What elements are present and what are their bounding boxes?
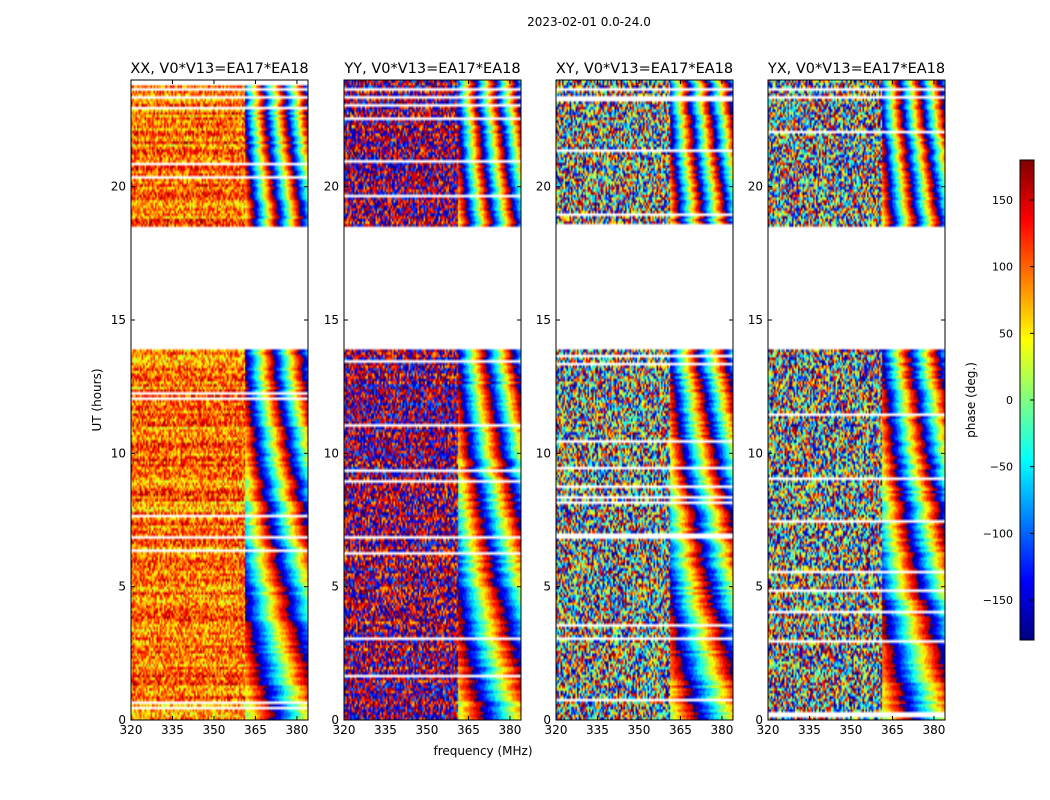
x-tick-label: 350: [840, 723, 863, 737]
x-tick-label: 320: [545, 723, 568, 737]
x-tick-label: 350: [628, 723, 651, 737]
panel-yx: YX, V0*V13=EA17*EA18 320 335 350 365 380 0 5 10 1…: [748, 61, 946, 737]
x-tick-label: 350: [203, 723, 226, 737]
x-tick-label: 335: [586, 723, 609, 737]
panel-title: XY, V0*V13=EA17*EA18: [556, 61, 733, 77]
panel-frame: [767, 79, 946, 721]
y-tick-label: 0: [118, 713, 126, 727]
y-tick-label: 0: [755, 713, 763, 727]
x-tick-label: 365: [881, 723, 904, 737]
colorbar-tick-label: −50: [990, 461, 1013, 474]
phase-heatmap: [768, 80, 945, 720]
y-tick-label: 10: [748, 446, 763, 460]
colorbar: 150 100 50 0 −50 −100 −150 phase (deg.): [964, 159, 1035, 641]
x-tick-label: 380: [710, 723, 733, 737]
y-tick-label: 10: [324, 446, 339, 460]
x-tick-label: 380: [285, 723, 308, 737]
panel-frame: [130, 79, 309, 721]
x-tick-label: 350: [416, 723, 439, 737]
colorbar-tick-label: 150: [992, 194, 1013, 207]
panel-title: YX, V0*V13=EA17*EA18: [767, 61, 945, 77]
y-tick-label: 5: [543, 580, 551, 594]
x-tick-label: 335: [374, 723, 397, 737]
x-tick-label: 335: [161, 723, 184, 737]
x-axis-label: frequency (MHz): [433, 744, 532, 758]
phase-heatmap: [344, 80, 521, 720]
y-tick-label: 0: [331, 713, 339, 727]
colorbar-tick-label: −150: [983, 594, 1013, 607]
colorbar-tick-label: 50: [999, 327, 1013, 340]
x-tick-label: 380: [922, 723, 945, 737]
y-tick-label: 10: [536, 446, 551, 460]
x-tick-label: 320: [120, 723, 143, 737]
panel-frame: [343, 79, 522, 721]
y-tick-label: 5: [118, 580, 126, 594]
y-tick-label: 5: [755, 580, 763, 594]
phase-heatmap: [131, 80, 308, 720]
panel-yy: YY, V0*V13=EA17*EA18 320 335 350 365 380 0 5 10 1…: [324, 61, 522, 737]
x-tick-label: 365: [457, 723, 480, 737]
colorbar-tick-label: 100: [992, 261, 1013, 274]
phase-heatmap: [556, 80, 733, 720]
colorbar-label: phase (deg.): [964, 362, 978, 438]
panel-xx: XX, V0*V13=EA17*EA18 320 335 350 365 380 0 5 10 1…: [111, 61, 309, 737]
x-tick-label: 365: [244, 723, 267, 737]
y-tick-label: 15: [748, 313, 763, 327]
y-tick-label: 20: [748, 180, 763, 194]
y-tick-label: 15: [324, 313, 339, 327]
x-tick-label: 380: [498, 723, 521, 737]
y-tick-label: 15: [111, 313, 126, 327]
x-tick-label: 320: [333, 723, 356, 737]
x-tick-label: 320: [757, 723, 780, 737]
panel-title: YY, V0*V13=EA17*EA18: [343, 61, 520, 77]
x-tick-label: 365: [669, 723, 692, 737]
x-tick-label: 335: [798, 723, 821, 737]
figure-suptitle: 2023-02-01 0.0-24.0: [527, 15, 651, 29]
colorbar-ticks: 150 100 50 0 −50 −100 −150: [983, 194, 1034, 607]
panel-frame: [555, 79, 734, 721]
y-tick-label: 20: [536, 180, 551, 194]
colorbar-tick-label: 0: [1006, 394, 1013, 407]
y-tick-label: 20: [111, 180, 126, 194]
colorbar-tick-label: −100: [983, 527, 1013, 540]
panel-xy: XY, V0*V13=EA17*EA18 320 335 350 365 380 0 5 10 1…: [536, 61, 734, 737]
y-tick-label: 20: [324, 180, 339, 194]
y-axis-label: UT (hours): [90, 368, 104, 431]
y-tick-label: 0: [543, 713, 551, 727]
y-tick-label: 15: [536, 313, 551, 327]
panel-title: XX, V0*V13=EA17*EA18: [130, 61, 308, 77]
panels: XX, V0*V13=EA17*EA18 320 335 350 365 380 0 5 10 1…: [111, 61, 946, 737]
y-tick-label: 5: [331, 580, 339, 594]
y-tick-label: 10: [111, 446, 126, 460]
